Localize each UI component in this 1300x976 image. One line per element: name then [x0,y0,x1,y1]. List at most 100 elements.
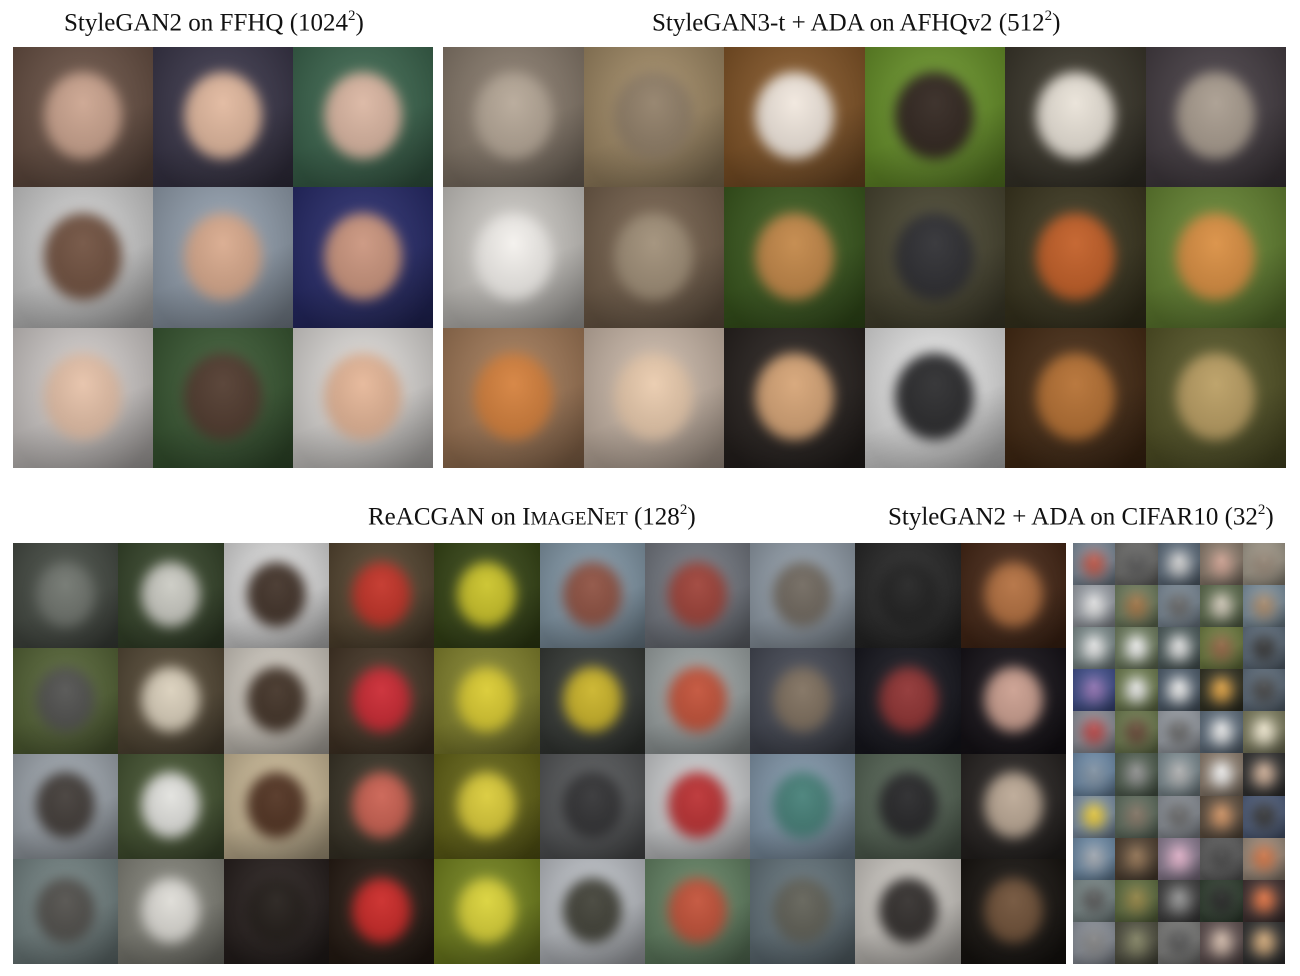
ffhq-sample-image [13,187,153,328]
afhq-sample-image [1145,47,1286,188]
caption-imagenet-sc4: et [604,508,628,530]
ffhq-image-shading [13,187,153,328]
imagenet-image-shading [223,648,329,754]
imagenet-image-shading [118,648,224,754]
imagenet-sample-image [855,648,961,754]
ffhq-image-shading [153,327,293,468]
cifar-image-subject [1167,550,1191,577]
cifar-image-shading [1073,711,1116,754]
cifar-image-shading [1200,921,1243,964]
imagenet-sample-image [328,648,435,754]
cifar-sample-image [1200,669,1243,712]
imagenet-image-subject [773,772,833,838]
cifar-image-subject [1209,634,1234,661]
cifar-image-subject [1209,592,1234,619]
imagenet-image-subject [457,667,517,733]
imagenet-sample-image [644,858,751,964]
cifar-sample-image [1157,921,1201,964]
imagenet-image-subject [141,877,201,943]
cifar-image-background [1115,795,1158,838]
imagenet-image-subject [141,772,201,838]
cifar-image-shading [1073,921,1116,964]
ffhq-image-subject [43,212,123,300]
ffhq-sample-image [13,327,153,468]
cifar-image-subject [1167,845,1191,872]
cifar-image-shading [1115,837,1158,880]
afhq-image-shading [1145,47,1286,188]
cifar-image-background [1200,795,1243,838]
cifar-image-background [1242,711,1285,754]
cifar-sample-image [1115,837,1158,880]
imagenet-image-shading [855,753,961,859]
cifar-image-shading [1200,669,1243,712]
ffhq-sample-grid [13,47,433,468]
imagenet-image-shading [223,858,329,964]
cifar-sample-image [1200,753,1243,796]
cifar-sample-image [1157,669,1201,712]
afhq-image-shading [1005,327,1146,468]
imagenet-image-shading [434,543,540,649]
imagenet-image-shading [960,858,1066,964]
cifar-image-shading [1115,879,1158,922]
cifar-sample-image [1073,921,1116,964]
afhq-image-subject [473,72,553,160]
caption-cifar-text: StyleGAN2 + ADA on CIFAR10 (32 [888,503,1258,531]
afhq-image-background [443,187,584,328]
imagenet-image-subject [246,667,306,733]
ffhq-sample-image [153,327,293,468]
afhq-image-shading [724,187,865,328]
imagenet-image-shading [118,543,224,649]
imagenet-image-subject [983,561,1043,628]
imagenet-image-background [118,753,224,859]
imagenet-sample-image [644,648,751,754]
cifar-image-subject [1082,845,1107,872]
imagenet-sample-image [434,753,540,859]
imagenet-image-shading [855,648,961,754]
afhq-image-shading [443,187,584,328]
cifar-image-shading [1073,627,1116,670]
imagenet-image-background [855,648,961,754]
ffhq-image-subject [323,72,403,160]
cifar-sample-image [1073,543,1116,586]
cifar-sample-image [1073,879,1116,922]
cifar-image-background [1115,627,1158,670]
ffhq-image-subject [43,352,123,440]
cifar-image-shading [1073,879,1116,922]
cifar-image-subject [1209,676,1234,703]
ffhq-image-subject [183,352,263,440]
ffhq-image-shading [153,47,293,188]
cifar-image-subject [1124,718,1149,746]
cifar-sample-image [1073,669,1116,712]
cifar-image-shading [1200,543,1243,586]
imagenet-image-background [328,543,435,649]
cifar-image-subject [1167,592,1191,619]
ffhq-image-subject [43,72,123,160]
imagenet-sample-image [434,543,540,649]
caption-imagenet-prefix: ReACGAN on [368,503,523,531]
cifar-image-shading [1115,795,1158,838]
imagenet-sample-image [855,858,961,964]
cifar-image-shading [1242,753,1285,796]
imagenet-image-subject [878,561,938,628]
cifar-image-subject [1167,803,1191,830]
afhq-sample-image [1005,327,1146,468]
imagenet-sample-image [539,753,645,859]
imagenet-sample-image [434,858,540,964]
caption-cifar-tail: ) [1265,503,1274,531]
imagenet-sample-image [644,543,751,649]
cifar-image-subject [1167,761,1191,788]
afhq-image-shading [443,327,584,468]
cifar-image-subject [1124,676,1149,703]
cifar-image-subject [1124,761,1149,788]
imagenet-sample-image [328,753,435,859]
afhq-sample-image [864,187,1005,328]
imagenet-sample-image [750,648,856,754]
imagenet-image-subject [878,772,938,838]
imagenet-image-subject [246,561,306,628]
imagenet-image-background [539,543,645,649]
imagenet-image-shading [644,648,751,754]
imagenet-image-subject [562,667,622,733]
caption-imagenet-sc3: N [586,503,605,531]
imagenet-image-shading [539,858,645,964]
imagenet-image-subject [36,667,96,733]
